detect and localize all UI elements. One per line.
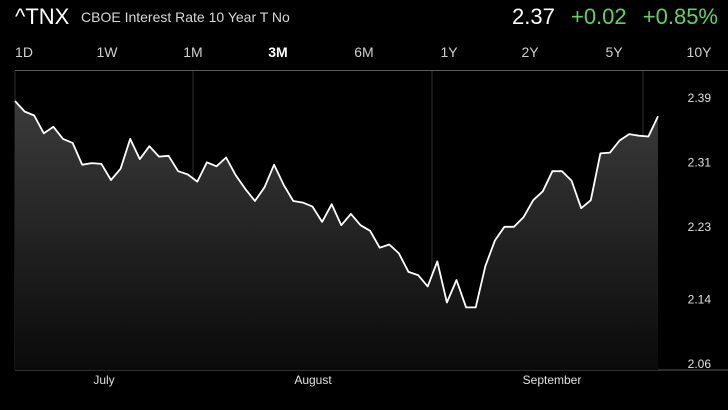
price-group: 2.37 +0.02 +0.85% [512, 4, 718, 30]
range-1w[interactable]: 1W [96, 44, 118, 60]
x-tick-label: July [93, 373, 114, 387]
time-range-selector: 1D 1W 1M 3M 6M 1Y 2Y 5Y 10Y [0, 44, 728, 66]
y-tick-label: 2.39 [688, 91, 712, 105]
range-1m[interactable]: 1M [183, 44, 203, 60]
price-change: +0.02 [570, 4, 627, 29]
y-tick-label: 2.23 [688, 220, 712, 234]
price-area [15, 101, 658, 370]
range-5y[interactable]: 5Y [605, 44, 623, 60]
ticker-symbol: ^TNX [15, 4, 70, 29]
y-axis: 2.39 2.31 2.23 2.14 2.06 [688, 91, 712, 371]
header-divider [15, 70, 728, 71]
price-line [14, 100, 659, 309]
range-1y[interactable]: 1Y [440, 44, 458, 60]
range-6m[interactable]: 6M [354, 44, 374, 60]
range-3m[interactable]: 3M [268, 44, 288, 60]
y-tick-label: 2.06 [688, 357, 712, 371]
range-2y[interactable]: 2Y [521, 44, 539, 60]
y-tick-label: 2.14 [688, 293, 712, 307]
price-change-percent: +0.85% [642, 4, 718, 29]
range-1d[interactable]: 1D [15, 44, 33, 60]
range-10y[interactable]: 10Y [686, 44, 712, 60]
x-tick-label: September [523, 373, 582, 387]
y-tick-label: 2.31 [688, 155, 712, 169]
last-price: 2.37 [512, 4, 555, 29]
quote-header: ^TNX CBOE Interest Rate 10 Year T No 2.3… [0, 0, 728, 34]
x-tick-label: August [294, 373, 332, 387]
x-axis: July August September [93, 373, 581, 387]
price-chart[interactable]: 2.39 2.31 2.23 2.14 2.06 July August September [0, 71, 728, 410]
security-name: CBOE Interest Rate 10 Year T No [81, 9, 290, 25]
